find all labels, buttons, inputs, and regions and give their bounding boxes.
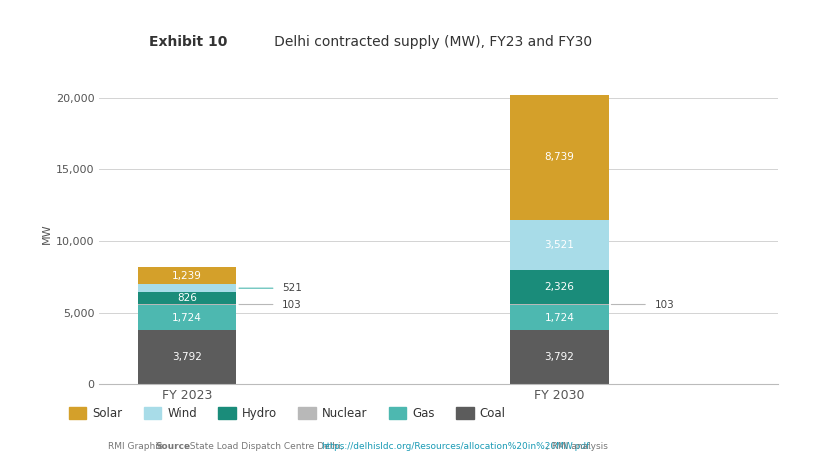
Bar xyxy=(509,270,608,304)
Text: https://delhisldc.org/Resources/allocation%20in%20MW.pdf.: https://delhisldc.org/Resources/allocati… xyxy=(321,443,591,451)
Y-axis label: MW: MW xyxy=(41,224,51,244)
Bar xyxy=(509,95,608,220)
Text: 3,792: 3,792 xyxy=(172,352,202,362)
Text: 103: 103 xyxy=(654,300,673,309)
Text: 826: 826 xyxy=(177,293,197,303)
Bar xyxy=(137,305,236,330)
Text: 521: 521 xyxy=(282,283,302,293)
Legend: Solar, Wind, Hydro, Nuclear, Gas, Coal: Solar, Wind, Hydro, Nuclear, Gas, Coal xyxy=(64,402,509,425)
Text: 103: 103 xyxy=(282,300,302,309)
Text: Delhi contracted supply (MW), FY23 and FY30: Delhi contracted supply (MW), FY23 and F… xyxy=(261,35,591,49)
Text: 2,326: 2,326 xyxy=(543,282,574,292)
Text: 3,792: 3,792 xyxy=(543,352,574,362)
Text: 3,521: 3,521 xyxy=(543,240,574,250)
Bar xyxy=(137,330,236,384)
Bar xyxy=(137,304,236,305)
Text: RMI Graphic.: RMI Graphic. xyxy=(108,443,168,451)
Text: 8,739: 8,739 xyxy=(543,152,574,163)
Text: Source: Source xyxy=(155,443,190,451)
Text: ; RMI analysis: ; RMI analysis xyxy=(546,443,608,451)
Bar xyxy=(137,267,236,284)
Text: 1,239: 1,239 xyxy=(172,270,202,281)
Bar xyxy=(509,305,608,330)
Bar xyxy=(509,304,608,305)
Bar xyxy=(137,292,236,304)
Bar xyxy=(509,330,608,384)
Text: Exhibit 10: Exhibit 10 xyxy=(149,35,227,49)
Bar xyxy=(509,220,608,270)
Text: 1,724: 1,724 xyxy=(172,313,202,323)
Text: 1,724: 1,724 xyxy=(543,313,574,323)
Text: : State Load Dispatch Centre Delhi,: : State Load Dispatch Centre Delhi, xyxy=(184,443,346,451)
Bar xyxy=(137,284,236,292)
